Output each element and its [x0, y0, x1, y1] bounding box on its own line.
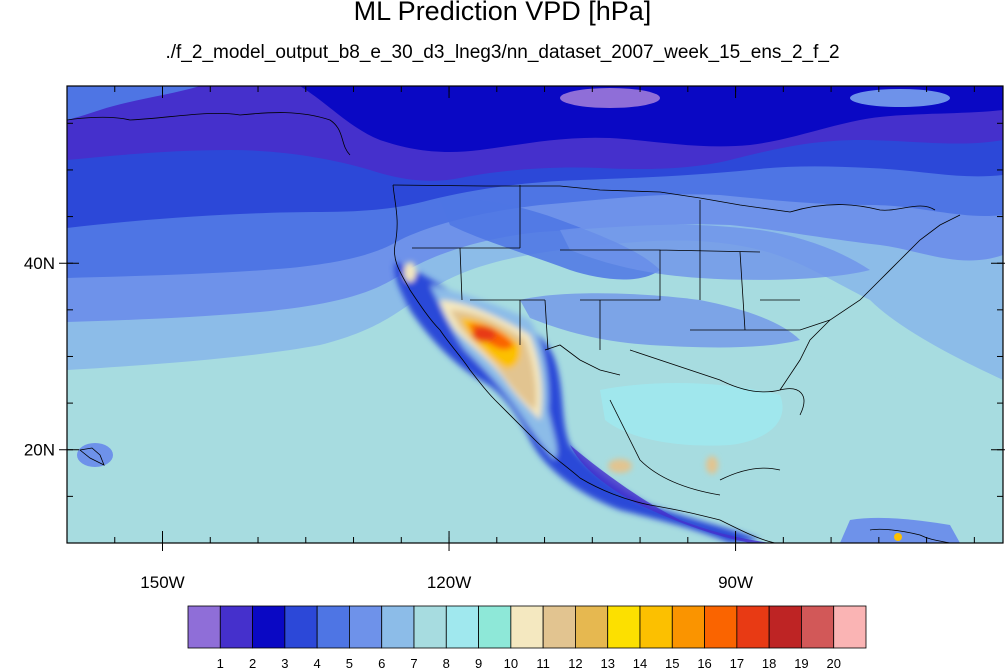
colorbar-label: 17: [730, 656, 744, 671]
colorbar-swatch: [316, 605, 350, 649]
colorbar-label: 11: [536, 656, 550, 671]
map-subtitle: ./f_2_model_output_b8_e_30_d3_lneg3/nn_d…: [165, 42, 840, 63]
colorbar-label: 1: [217, 656, 224, 671]
colorbar-label: 18: [762, 656, 776, 671]
colorbar-swatch: [607, 605, 641, 649]
colorbar-swatch: [219, 605, 253, 649]
lat-tick-label: 40N: [24, 254, 55, 273]
coastlines-and-borders: [67, 112, 961, 543]
colorbar: 1 2 3 4 5 6 7 8 9 10 11 12 13 14 15 16 17 18 19 20: [187, 605, 867, 671]
colorbar-swatch: [252, 605, 286, 649]
colorbar-swatch: [801, 605, 835, 649]
colorbar-swatch: [704, 605, 738, 649]
colorbar-label: 7: [410, 656, 417, 671]
colorbar-label: 5: [346, 656, 353, 671]
colorbar-label: 13: [600, 656, 614, 671]
colorbar-label: 9: [475, 656, 482, 671]
colorbar-swatch: [736, 605, 770, 649]
colorbar-swatch: [445, 605, 479, 649]
vpd-contour-field: [67, 86, 1003, 543]
lon-tick-label: 150W: [140, 573, 184, 592]
colorbar-swatch: [671, 605, 705, 649]
colorbar-label: 2: [249, 656, 256, 671]
colorbar-label: 4: [314, 656, 321, 671]
colorbar-label: 19: [794, 656, 808, 671]
axis-tick-labels: 40N 20N 150W 120W 90W: [24, 254, 753, 592]
colorbar-label: 20: [826, 656, 840, 671]
colorbar-swatch: [575, 605, 609, 649]
colorbar-label: 10: [504, 656, 518, 671]
map-title: ML Prediction VPD [hPa]: [353, 0, 652, 26]
colorbar-label: 12: [568, 656, 582, 671]
colorbar-label: 16: [697, 656, 711, 671]
plot-frame: [66, 85, 1004, 544]
colorbar-swatch: [413, 605, 447, 649]
colorbar-swatch: [381, 605, 415, 649]
colorbar-swatch: [542, 605, 576, 649]
lon-tick-label: 120W: [427, 573, 471, 592]
colorbar-swatch: [510, 605, 544, 649]
colorbar-swatch: [187, 605, 221, 649]
colorbar-label: 15: [665, 656, 679, 671]
axis-tick-marks: [59, 86, 1005, 551]
colorbar-label: 3: [281, 656, 288, 671]
colorbar-label: 14: [633, 656, 647, 671]
colorbar-swatch: [768, 605, 802, 649]
colorbar-swatch: [284, 605, 318, 649]
colorbar-swatch: [478, 605, 512, 649]
colorbar-label: 6: [378, 656, 385, 671]
lon-tick-label: 90W: [718, 573, 753, 592]
colorbar-swatch: [349, 605, 383, 649]
colorbar-swatch: [639, 605, 673, 649]
lat-tick-label: 20N: [24, 441, 55, 460]
colorbar-swatch: [833, 605, 867, 649]
colorbar-label: 8: [443, 656, 450, 671]
